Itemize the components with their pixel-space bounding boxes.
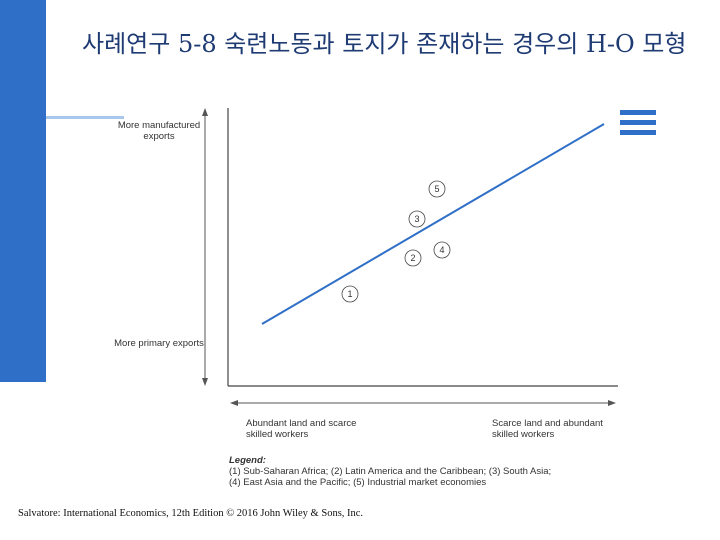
left-accent-bar — [0, 0, 46, 382]
legend-line-2: (4) East Asia and the Pacific; (5) Indus… — [229, 477, 487, 488]
x-left-label: Abundant land and scarce skilled workers — [246, 418, 357, 440]
y-arrow-top — [202, 108, 208, 116]
region-marker-2: 2 — [404, 249, 422, 267]
y-bottom-label: More primary exports — [114, 338, 204, 349]
legend: Legend: (1) Sub-Saharan Africa; (2) Lati… — [229, 455, 551, 488]
slide-title: 사례연구 5-8 숙련노동과 토지가 존재하는 경우의 H-O 모형 — [82, 30, 687, 58]
region-marker-4-label: 4 — [439, 245, 444, 255]
y-arrow-bottom — [202, 378, 208, 386]
x-arrow-right — [608, 400, 616, 406]
legend-line-1: (1) Sub-Saharan Africa; (2) Latin Americ… — [229, 466, 552, 477]
decorative-stripes — [620, 110, 656, 140]
region-marker-1: 1 — [341, 285, 359, 303]
region-marker-3: 3 — [408, 210, 426, 228]
region-marker-1-label: 1 — [347, 289, 352, 299]
y-top-label: More manufactured exports — [117, 120, 201, 142]
region-marker-3-label: 3 — [414, 214, 419, 224]
accent-rule — [46, 116, 124, 119]
trend-line — [261, 123, 605, 325]
region-marker-5: 5 — [428, 180, 446, 198]
source-citation: Salvatore: International Economics, 12th… — [18, 508, 364, 519]
region-marker-4: 4 — [433, 241, 451, 259]
x-arrow-left — [230, 400, 238, 406]
region-marker-5-label: 5 — [434, 184, 439, 194]
x-right-label: Scarce land and abundant skilled workers — [492, 418, 603, 440]
legend-title: Legend: — [229, 455, 266, 466]
region-marker-2-label: 2 — [410, 253, 415, 263]
